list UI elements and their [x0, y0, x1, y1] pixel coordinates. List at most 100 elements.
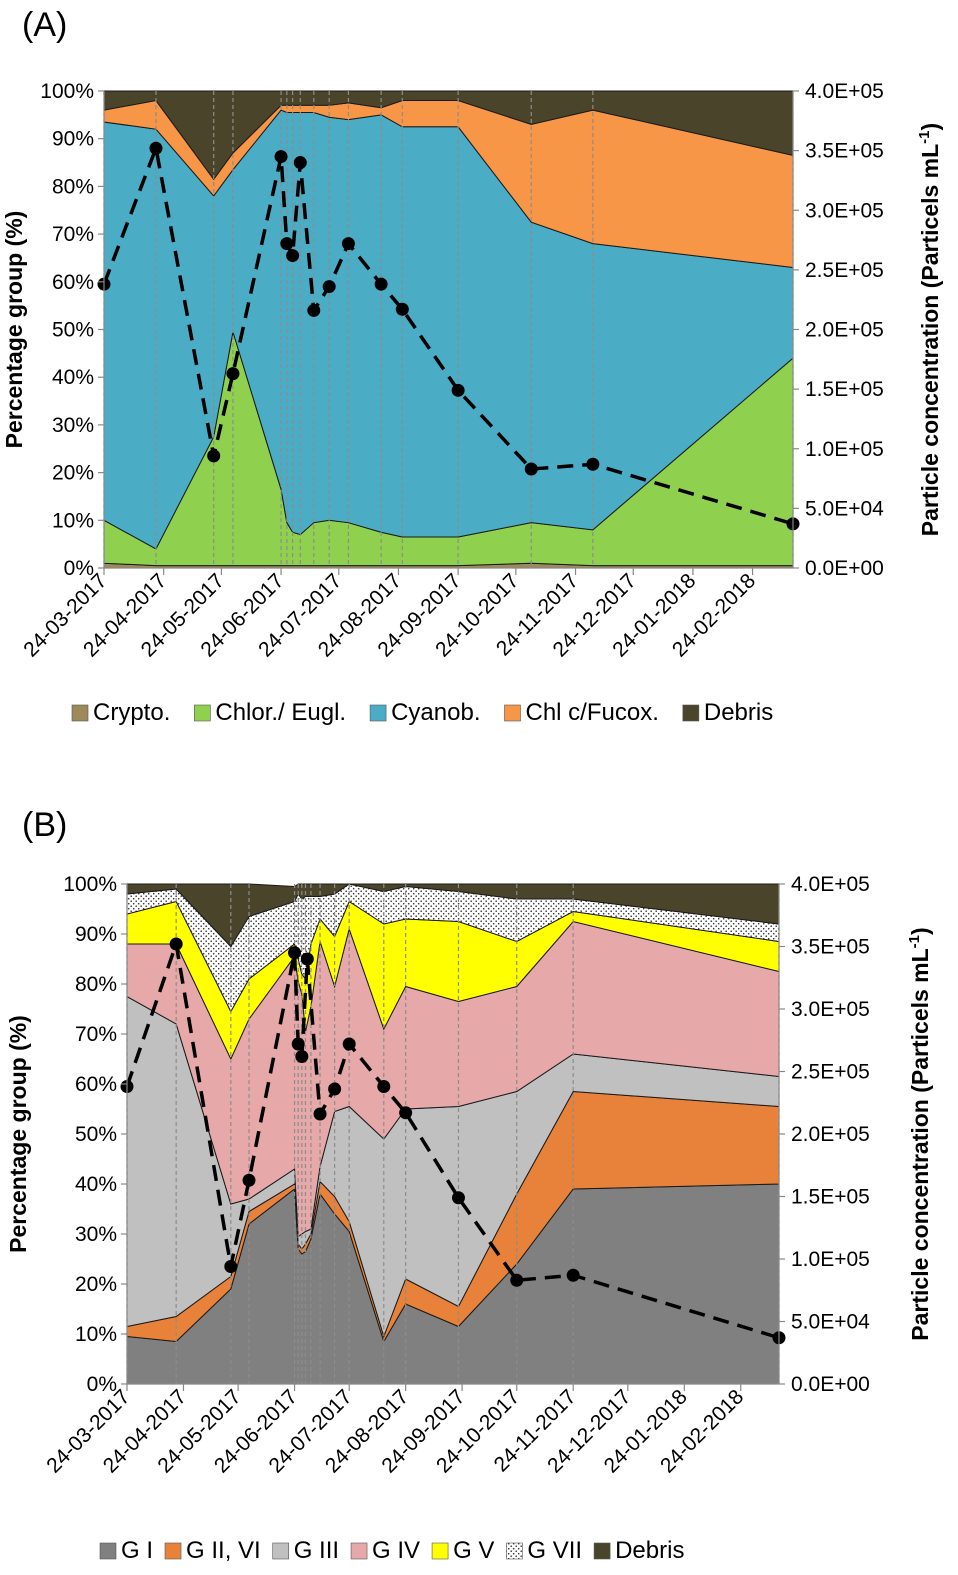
y-right-tick-label: 5.0E+04: [791, 1311, 870, 1334]
y-left-tick-label: 80%: [52, 175, 94, 198]
y-left-tick-label: 50%: [52, 319, 94, 342]
y-left-tick-label: 20%: [75, 1273, 117, 1296]
y-right-tick-label: 4.0E+05: [805, 80, 884, 103]
particle-concentration-point: [288, 946, 302, 960]
legend-label: G V: [453, 1537, 494, 1564]
y-left-tick-label: 70%: [52, 223, 94, 246]
y-right-tick-label: 0.0E+00: [805, 557, 884, 580]
particle-concentration-point: [399, 1106, 413, 1120]
particle-concentration-point: [226, 367, 240, 381]
y-right-axis-title: Particle concentration (Particels mL-1): [916, 123, 943, 536]
particle-concentration-point: [586, 457, 600, 471]
y-left-tick-label: 0%: [87, 1373, 117, 1396]
y-left-tick-label: 100%: [40, 80, 94, 103]
particle-concentration-point: [293, 156, 307, 170]
legend-swatch: [350, 1542, 368, 1560]
y-right-tick-label: 3.5E+05: [791, 936, 870, 959]
legend-swatch: [593, 1542, 611, 1560]
particle-concentration-point: [322, 280, 336, 294]
legend-label: Cyanob.: [391, 699, 480, 726]
particle-concentration-point: [224, 1260, 238, 1273]
y-left-tick-label: 80%: [75, 973, 117, 996]
panel-a-plot: [97, 90, 800, 569]
particle-concentration-point: [341, 237, 355, 251]
y-left-tick-label: 30%: [75, 1223, 117, 1246]
y-right-tick-label: 5.0E+04: [805, 497, 884, 520]
y-right-tick-label: 2.5E+05: [791, 1061, 870, 1084]
particle-concentration-point: [274, 150, 288, 164]
y-left-tick-label: 50%: [75, 1123, 117, 1146]
legend-label: G II, VI: [186, 1537, 261, 1564]
y-left-tick-label: 40%: [75, 1173, 117, 1196]
legend-swatch: [431, 1542, 449, 1560]
y-left-axis-title: Percentage group (%): [1, 211, 27, 449]
y-right-tick-label: 4.0E+05: [791, 873, 870, 896]
legend-swatch: [164, 1542, 182, 1560]
panel-b: (B) 0% 10% 20% 30% 40% 50% 60% 70% 80% 90% 100% 0.0…: [5, 806, 933, 1564]
y-left-tick-label: 30%: [52, 414, 94, 437]
y-right-axis-title: Particle concentration (Particels mL-1): [906, 927, 933, 1340]
legend-label: Chlor./ Eugl.: [215, 699, 346, 726]
y-right-tick-label: 1.5E+05: [791, 1186, 870, 1209]
particle-concentration-point: [510, 1273, 524, 1287]
y-left-tick-label: 90%: [75, 923, 117, 946]
legend-swatch: [194, 704, 211, 722]
particle-concentration-point: [451, 1191, 465, 1205]
legend-swatch: [682, 704, 700, 722]
panel-b-legend: G I G II, VI G III G IV G V G VII Debris: [99, 1537, 684, 1564]
y-right-tick-label: 1.5E+05: [805, 378, 884, 401]
y-left-tick-label: 40%: [52, 366, 94, 389]
particle-concentration-point: [342, 1037, 356, 1051]
legend-swatch: [272, 1542, 290, 1560]
particle-concentration-point: [291, 1037, 305, 1051]
legend-label: Crypto.: [93, 699, 170, 726]
y-left-tick-label: 20%: [52, 462, 94, 485]
particle-concentration-point: [149, 141, 163, 155]
particle-concentration-point: [377, 1080, 391, 1093]
particle-concentration-point: [313, 1107, 327, 1121]
y-right-tick-label: 2.5E+05: [805, 259, 884, 282]
panel-b-label: (B): [22, 806, 67, 844]
y-left-tick-label: 100%: [63, 873, 117, 896]
y-right-tick-label: 3.5E+05: [805, 140, 884, 163]
y-right-tick-label: 3.0E+05: [805, 199, 884, 222]
legend-label: G I: [121, 1537, 153, 1564]
particle-concentration-point: [374, 277, 388, 291]
legend-label: G VII: [527, 1537, 582, 1564]
legend-swatch: [369, 704, 387, 722]
legend-swatch: [506, 1542, 523, 1560]
legend-label: Debris: [704, 699, 773, 726]
y-right-tick-label: 1.0E+05: [791, 1248, 870, 1271]
panel-a: (A) 0% 10% 20% 30% 40% 50% 60% 70% 80% 90% 100% 0.0…: [1, 6, 943, 726]
y-left-tick-label: 70%: [75, 1023, 117, 1046]
particle-concentration-point: [169, 937, 183, 951]
legend-label: G IV: [372, 1537, 420, 1564]
y-left-axis-title: Percentage group (%): [5, 1015, 31, 1253]
particle-concentration-point: [280, 237, 294, 251]
particle-concentration-point: [524, 462, 538, 476]
panel-a-legend: Crypto. Chlor./ Eugl. Cyanob. Chl c/Fucox. D…: [71, 699, 773, 726]
particle-concentration-point: [307, 303, 321, 317]
panel-a-label: (A): [22, 6, 67, 44]
particle-concentration-point: [242, 1173, 256, 1187]
particle-concentration-point: [300, 952, 314, 966]
particle-concentration-point: [328, 1082, 342, 1096]
legend-swatch: [71, 704, 89, 722]
legend-swatch: [504, 704, 521, 722]
particle-concentration-point: [295, 1050, 309, 1063]
legend-label: G III: [294, 1537, 339, 1564]
y-right-tick-label: 1.0E+05: [805, 438, 884, 461]
particle-concentration-point: [395, 302, 409, 316]
particle-concentration-point: [207, 449, 221, 463]
legend-swatch: [99, 1542, 117, 1560]
legend-label: Chl c/Fucox.: [525, 699, 658, 726]
particle-concentration-point: [566, 1268, 580, 1282]
y-left-tick-label: 10%: [52, 509, 94, 532]
y-left-tick-label: 60%: [75, 1073, 117, 1096]
legend-label: Debris: [615, 1537, 684, 1564]
y-left-tick-label: 60%: [52, 271, 94, 294]
particle-concentration-point: [286, 249, 300, 263]
panel-b-plot: [120, 883, 786, 1385]
y-right-tick-label: 2.0E+05: [791, 1123, 870, 1146]
y-right-tick-label: 0.0E+00: [791, 1373, 870, 1396]
